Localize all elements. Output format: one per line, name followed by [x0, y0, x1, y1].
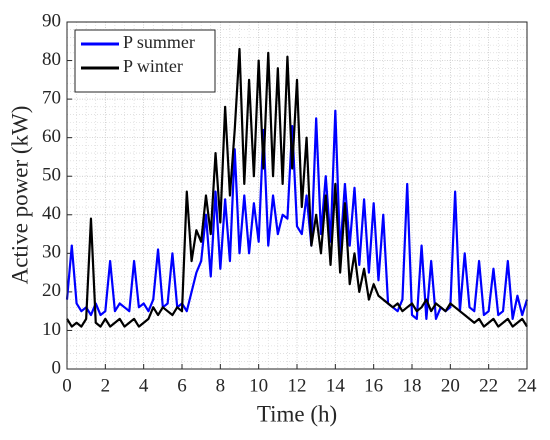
series-line [66, 47, 528, 328]
y-tick-label: 20 [42, 280, 61, 301]
y-tick-label: 0 [52, 357, 62, 378]
x-axis-label: Time (h) [257, 401, 337, 426]
legend-label: P winter [123, 56, 183, 76]
y-tick-label: 10 [42, 319, 61, 340]
x-tick-label: 20 [441, 375, 460, 396]
x-tick-label: 8 [216, 375, 226, 396]
x-tick-label: 6 [177, 375, 187, 396]
x-tick-label: 24 [518, 375, 538, 396]
y-axis-label: Active power (kW) [7, 106, 32, 285]
y-tick-label: 70 [42, 87, 61, 108]
y-tick-label: 50 [42, 165, 61, 186]
y-tick-label: 40 [42, 203, 61, 224]
series-line [65, 109, 529, 320]
x-tick-label: 12 [288, 375, 307, 396]
legend-label: P summer [123, 32, 195, 52]
y-tick-label: 60 [42, 126, 61, 147]
x-tick-label: 10 [249, 375, 268, 396]
plot-frame [66, 21, 528, 370]
y-tick-label: 90 [42, 10, 61, 31]
x-tick-label: 4 [139, 375, 149, 396]
x-tick-label: 0 [62, 375, 72, 396]
x-tick-label: 22 [479, 375, 498, 396]
legend-box [74, 29, 216, 93]
x-tick-label: 16 [364, 375, 383, 396]
y-tick-label: 30 [42, 242, 61, 263]
legend: P summer P winter [74, 29, 216, 93]
y-tick-label: 80 [42, 49, 61, 70]
x-tick-label: 18 [403, 375, 422, 396]
x-tick-label: 14 [326, 375, 346, 396]
x-tick-label: 2 [101, 375, 111, 396]
